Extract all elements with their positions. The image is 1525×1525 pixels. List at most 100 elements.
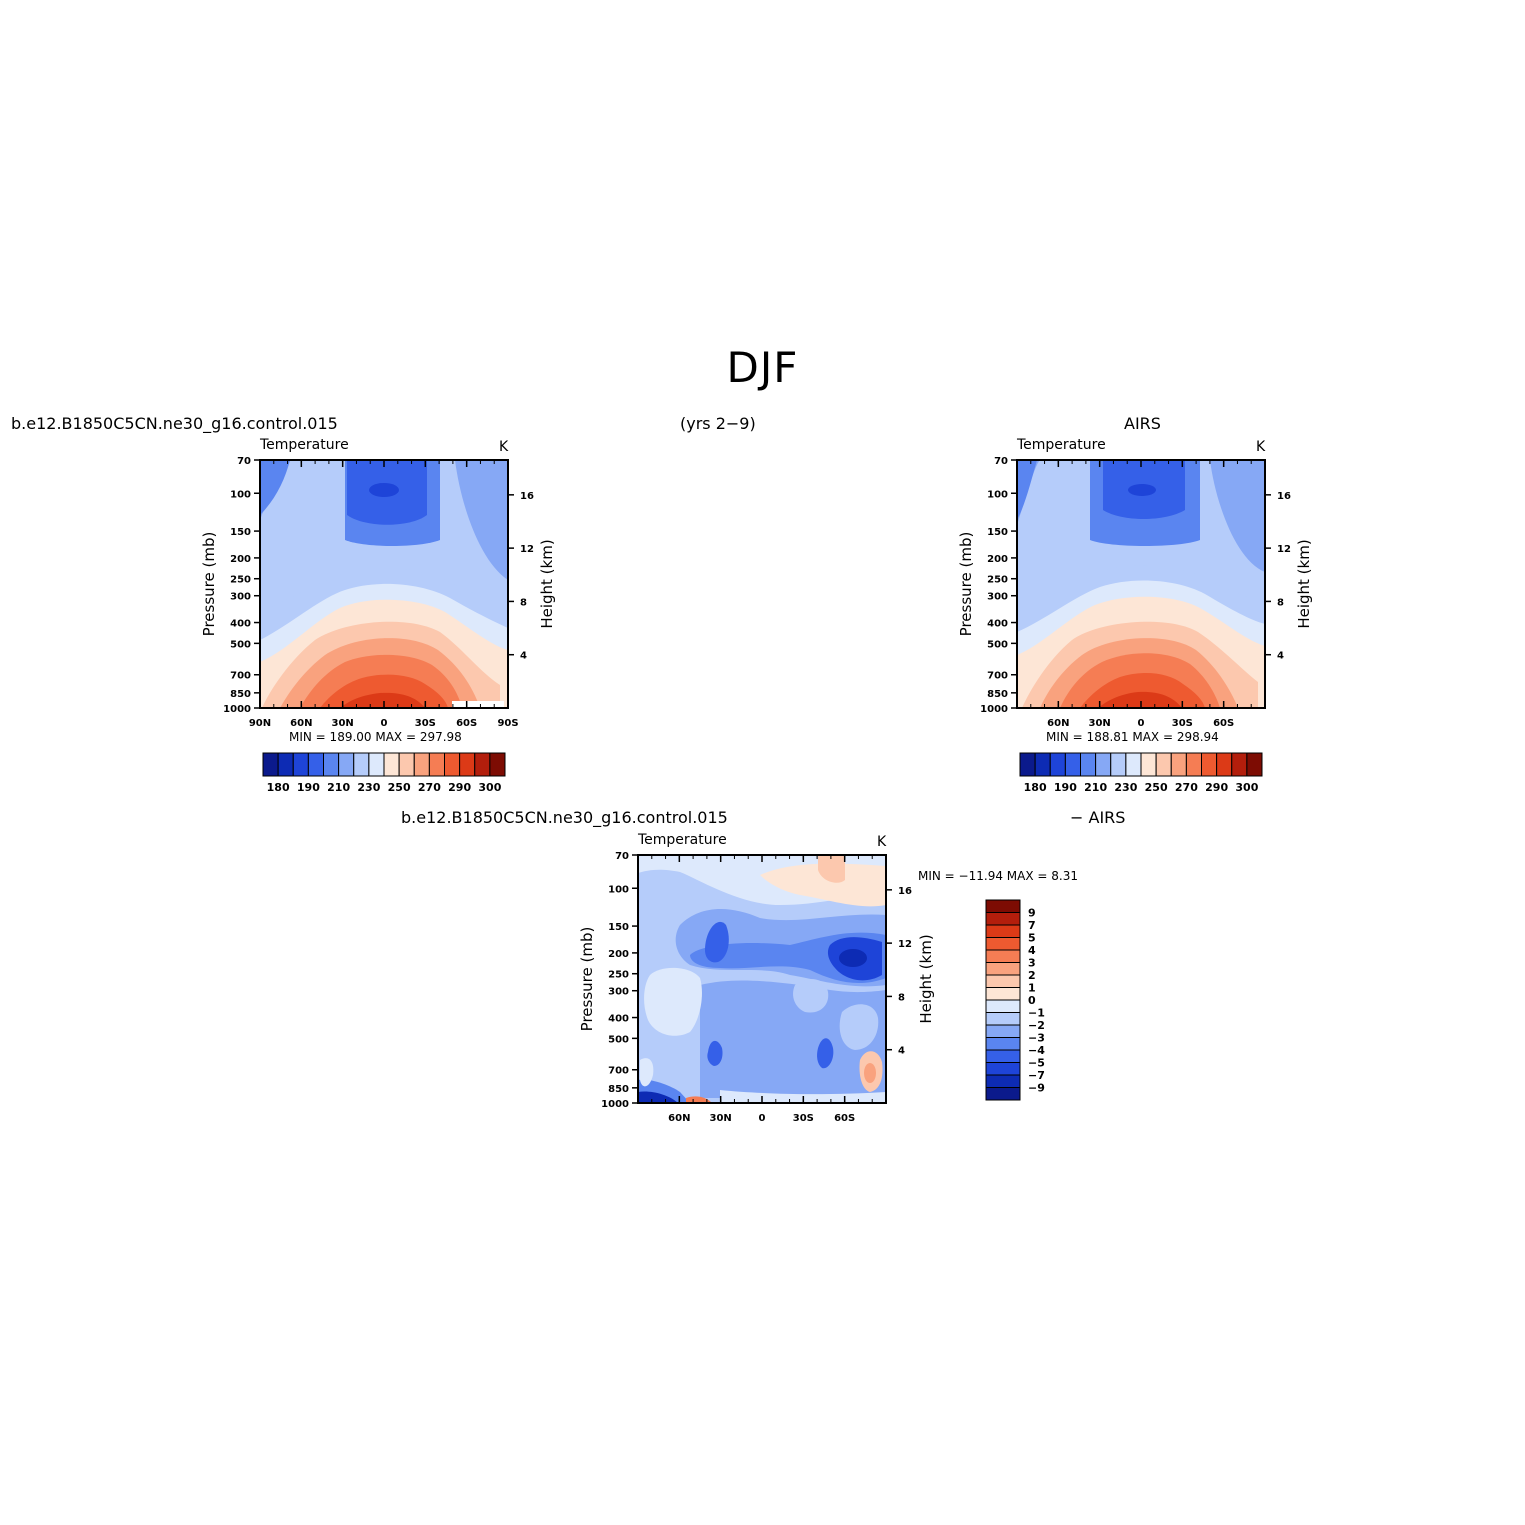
colorbar-box <box>1125 752 1142 777</box>
y-tick-label: 70 <box>994 456 1008 467</box>
colorbar-box <box>474 752 491 777</box>
colorbar-box <box>1216 752 1233 777</box>
axes-obs: 70 100 150 200 250 300 400 500 700 850 1000 16 12 8 4 6… <box>980 456 1291 729</box>
y-axis-label: Pressure (mb) <box>957 532 975 637</box>
colorbar-label: 250 <box>388 781 411 794</box>
y2-tick-label: 4 <box>1277 651 1284 662</box>
colorbar-box <box>985 999 1021 1013</box>
colorbar-box <box>1170 752 1187 777</box>
x-tick-label: 60N <box>1047 718 1069 729</box>
colorbar-box <box>444 752 461 777</box>
colorbar-label: 250 <box>1145 781 1168 794</box>
y2-tick-label: 16 <box>898 886 912 897</box>
colorbar-label: −3 <box>1028 1032 1045 1045</box>
colorbar-label: 9 <box>1028 907 1036 920</box>
panel-difference: 7010015020025030040050070085010001612846… <box>578 832 1078 1124</box>
colorbar-label: 290 <box>448 781 471 794</box>
stats-label: MIN = 188.81 MAX = 298.94 <box>1046 730 1219 744</box>
y-tick-label: 850 <box>230 689 251 700</box>
y-tick-label: 700 <box>230 671 251 682</box>
colorbar-box <box>985 937 1021 951</box>
colorbar-box <box>1049 752 1066 777</box>
colorbar-label: 230 <box>357 781 380 794</box>
field-label: Temperature <box>259 437 349 453</box>
y-tick-label: 1000 <box>223 704 251 715</box>
colorbar-box <box>489 752 506 777</box>
colorbar-label: 4 <box>1028 944 1036 957</box>
colorbar-label: −9 <box>1028 1082 1045 1095</box>
colorbar-label: 270 <box>418 781 441 794</box>
colorbar-box <box>413 752 430 777</box>
colorbar-label: 180 <box>1024 781 1047 794</box>
x-tick-label: 30N <box>710 1113 732 1124</box>
y-tick-label: 400 <box>987 619 1008 630</box>
y-tick-label: 500 <box>608 1034 629 1045</box>
figure-title: DJF <box>726 343 799 392</box>
colorbar-box <box>985 899 1021 913</box>
y-tick-label: 70 <box>237 456 251 467</box>
colorbar-label: 290 <box>1205 781 1228 794</box>
x-tick-label: 60S <box>834 1113 855 1124</box>
colorbar-box <box>338 752 355 777</box>
y-tick-label: 700 <box>987 671 1008 682</box>
x-tick-label: 60S <box>456 718 477 729</box>
colorbar-box <box>323 752 340 777</box>
colorbar-box <box>1155 752 1172 777</box>
colorbar-box <box>1110 752 1127 777</box>
y2-tick-label: 16 <box>1277 491 1291 502</box>
y-tick-label: 1000 <box>601 1099 629 1110</box>
y2-axis-label: Height (km) <box>538 539 556 628</box>
colorbar-label: 270 <box>1175 781 1198 794</box>
x-tick-label: 0 <box>759 1113 766 1124</box>
colorbar-box <box>383 752 400 777</box>
colorbar-box <box>1064 752 1081 777</box>
panel-model: 70 100 150 200 250 300 400 500 700 850 1000 16 12 8 4 9… <box>200 437 556 794</box>
colorbar-label: −2 <box>1028 1019 1045 1032</box>
x-tick-label: 60N <box>668 1113 690 1124</box>
colorbar-label: 190 <box>1054 781 1077 794</box>
colorbar-box <box>985 1087 1021 1101</box>
colorbar-label: 5 <box>1028 932 1036 945</box>
y-tick-label: 100 <box>608 884 629 895</box>
diff-label: − AIRS <box>1070 808 1126 827</box>
y-tick-label: 200 <box>608 949 629 960</box>
y2-axis-label: Height (km) <box>917 934 935 1023</box>
x-tick-label: 30S <box>415 718 436 729</box>
y-tick-label: 500 <box>987 639 1008 650</box>
colorbar-label: 300 <box>1235 781 1258 794</box>
y-tick-label: 250 <box>608 970 629 981</box>
y-tick-label: 200 <box>230 554 251 565</box>
colorbar-label: 1 <box>1028 982 1036 995</box>
y2-tick-label: 16 <box>520 491 534 502</box>
colorbar-label: −5 <box>1028 1057 1045 1070</box>
y2-tick-label: 8 <box>898 992 905 1003</box>
y2-tick-label: 8 <box>520 597 527 608</box>
y-tick-label: 150 <box>230 527 251 538</box>
y-tick-label: 1000 <box>980 704 1008 715</box>
y-tick-label: 100 <box>987 489 1008 500</box>
y-tick-label: 100 <box>230 489 251 500</box>
colorbar-box <box>985 1074 1021 1088</box>
y2-tick-label: 4 <box>898 1046 905 1057</box>
colorbar-label: 230 <box>1114 781 1137 794</box>
y2-axis-label: Height (km) <box>1295 539 1313 628</box>
axes-difference: 70 100 150 200 250 300 400 500 700 850 1000 16 12 8 4 6… <box>601 851 912 1124</box>
colorbar-box <box>985 987 1021 1001</box>
y2-tick-label: 4 <box>520 651 527 662</box>
x-tick-label: 30N <box>1089 718 1111 729</box>
colorbar-label: 0 <box>1028 994 1036 1007</box>
y-tick-label: 300 <box>230 592 251 603</box>
y-tick-label: 300 <box>608 987 629 998</box>
y-axis-label: Pressure (mb) <box>578 927 596 1032</box>
y2-tick-label: 12 <box>898 939 912 950</box>
colorbar-box <box>1019 752 1036 777</box>
colorbar-label: 190 <box>297 781 320 794</box>
x-tick-label: 90S <box>497 718 518 729</box>
colorbar-box <box>985 1062 1021 1076</box>
colorbar-label: −1 <box>1028 1007 1045 1020</box>
y-tick-label: 150 <box>608 922 629 933</box>
colorbar-label: 2 <box>1028 969 1036 982</box>
units-label: K <box>877 834 887 850</box>
